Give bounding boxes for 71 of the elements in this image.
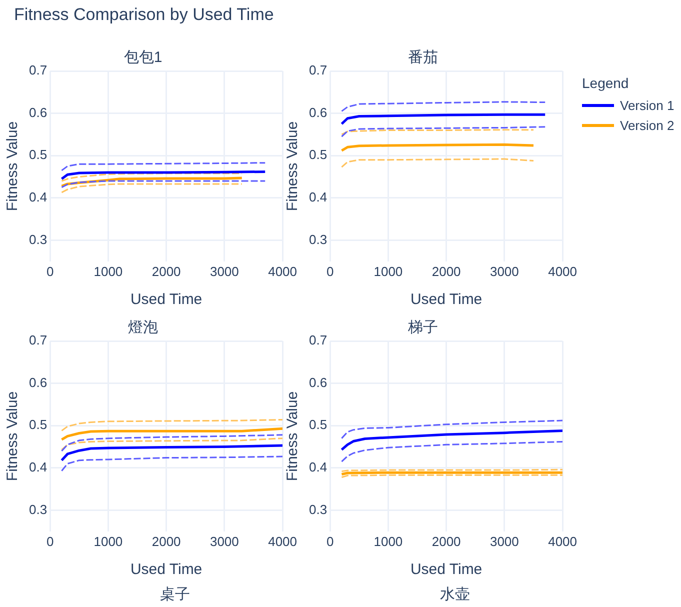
x-tick-label: 3000 [210,534,239,549]
text: Fitness Comparison by Used Time [14,5,274,25]
x-tick-label: 3000 [490,264,519,279]
y-tick-label: 0.5 [308,147,328,162]
line-series [60,180,266,188]
x-tick-label: 4000 [548,534,577,549]
line-series [60,456,283,472]
line-series [60,162,266,172]
y-tick-label: 0.7 [28,62,48,78]
line-series [60,418,283,432]
x-tick-label: 1000 [94,264,123,279]
x-tick-label: 3000 [210,264,239,279]
y-tick-label: 0.3 [308,232,328,247]
y-tick-label: 0.6 [28,104,48,120]
chart-title: 番茄 [408,49,438,66]
line-series [340,420,563,440]
x-tick-label: 3000 [490,534,519,549]
x-tick-label: 0 [326,264,334,279]
text: 桌子 [159,585,191,604]
y-tick-label: 0.7 [308,62,328,78]
x-tick-label: 1000 [94,534,123,549]
x-axis-title: Used Time [130,561,202,578]
x-tick-label: 2000 [152,534,181,549]
y-axis-title: Fitness Value [284,121,302,212]
y-tick-label: 0.7 [308,332,328,348]
y-tick-label: 0.4 [28,460,48,475]
y-tick-label: 0.3 [28,232,48,247]
legend-title: Legend [582,75,630,91]
line-series [60,438,283,450]
line-series [340,101,546,112]
y-tick-label: 0.3 [308,502,328,517]
x-tick-label: 1000 [374,264,403,279]
x-tick-label: 1000 [374,534,403,549]
line-series [60,434,283,452]
y-tick-label: 0.6 [28,374,48,390]
legend-label: Version 1 [619,96,674,114]
line-series [340,440,563,462]
y-tick-label: 0.4 [308,460,328,475]
y-tick-label: 0.4 [308,190,328,205]
x-tick-label: 2000 [432,534,461,549]
y-tick-label: 0.5 [308,417,328,432]
y-tick-label: 0.5 [28,147,48,162]
chart-title: 梯子 [407,319,438,336]
x-axis-title: Used Time [130,291,202,308]
x-tick-label: 0 [46,534,54,549]
line-series [60,172,243,182]
y-axis-title: Fitness Value [4,121,22,212]
y-axis-title: Fitness Value [4,391,22,482]
x-tick-label: 0 [46,264,54,279]
legend-label: Version 2 [619,116,674,134]
x-axis-title: Used Time [410,561,482,578]
y-axis-title: Fitness Value [284,391,302,482]
y-tick-label: 0.6 [308,104,328,120]
chart-title: 燈泡 [128,319,158,336]
line-series [340,126,546,138]
y-tick-label: 0.5 [28,417,48,432]
x-tick-label: 4000 [268,264,297,279]
x-tick-label: 0 [326,534,334,549]
x-axis-title: Used Time [410,291,482,308]
y-tick-label: 0.4 [28,190,48,205]
y-tick-label: 0.6 [308,374,328,390]
x-tick-label: 4000 [268,534,297,549]
x-tick-label: 4000 [548,264,577,279]
x-tick-label: 2000 [152,264,181,279]
line-series [60,183,243,194]
x-tick-label: 2000 [432,264,461,279]
chart-title: 包包1 [124,49,162,66]
text: 水壶 [439,585,471,604]
y-tick-label: 0.3 [28,502,48,517]
line-series [340,158,534,168]
y-tick-label: 0.7 [28,332,48,348]
